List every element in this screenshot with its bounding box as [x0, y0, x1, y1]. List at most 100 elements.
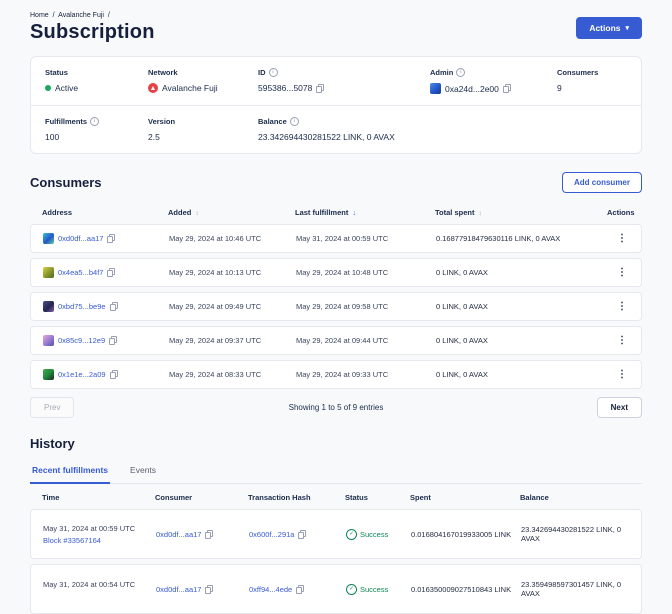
consumer-address-cell: 0xbd75...be9e — [43, 301, 169, 312]
tab-events[interactable]: Events — [130, 465, 157, 475]
copy-icon[interactable] — [316, 83, 325, 93]
admin-value: 0xa24d...2e00 — [430, 83, 557, 94]
total-spent-cell: 0 LINK, 0 AVAX — [436, 268, 488, 277]
row-actions-menu-button[interactable]: ⋮ — [617, 266, 627, 278]
last-fulfillment-cell: May 29, 2024 at 09:58 UTC — [296, 302, 389, 311]
status-field: Status Active — [45, 68, 148, 93]
column-header-last-fulfillment[interactable]: Last fulfillment ↓ — [295, 208, 435, 217]
column-header-consumer: Consumer — [155, 493, 193, 502]
info-icon[interactable]: i — [289, 117, 299, 126]
id-label: ID i — [258, 68, 430, 77]
consumer-address-link[interactable]: 0x1e1e...2a09 — [58, 370, 106, 379]
history-table-header: Time Consumer Transaction Hash Status Sp… — [30, 484, 642, 509]
consumer-address-link[interactable]: 0xd0df...aa17 — [156, 584, 202, 594]
version-label: Version — [148, 117, 176, 126]
copy-icon[interactable] — [502, 84, 511, 93]
admin-field: Admin i 0xa24d...2e00 — [430, 68, 557, 94]
copy-icon[interactable] — [205, 529, 214, 539]
block-number-link[interactable]: Block #33567164 — [43, 535, 101, 545]
pagination: Prev Showing 1 to 5 of 9 entries Next — [30, 397, 642, 418]
overview-row-2: Fulfillments i 100 Version 2.5 Balance i — [45, 117, 627, 142]
network-label: Network — [148, 68, 178, 77]
consumer-address-link[interactable]: 0xd0df...aa17 — [156, 529, 202, 539]
total-spent-cell: 0 LINK, 0 AVAX — [436, 336, 488, 345]
column-header-total-spent[interactable]: Total spent ↕ — [435, 208, 607, 217]
network-field: Network Avalanche Fuji — [148, 68, 258, 93]
total-spent-cell: 0.16877918479630116 LINK, 0 AVAX — [436, 234, 561, 243]
status-active-dot-icon — [45, 85, 51, 91]
info-icon[interactable]: i — [456, 68, 466, 77]
copy-icon[interactable] — [107, 234, 116, 243]
actions-button[interactable]: Actions ▾ — [576, 17, 642, 39]
id-field: ID i 595386...5078 — [258, 68, 430, 93]
row-actions-menu-button[interactable]: ⋮ — [617, 300, 627, 312]
copy-icon[interactable] — [298, 529, 307, 539]
consumer-address-link[interactable]: 0xd0df...aa17 — [58, 234, 104, 243]
row-actions-menu-button[interactable]: ⋮ — [617, 334, 627, 346]
consumers-title: Consumers — [30, 175, 102, 190]
tab-recent-fulfillments[interactable]: Recent fulfillments — [30, 460, 111, 484]
breadcrumb-network-link[interactable]: Avalanche Fuji — [58, 12, 104, 19]
column-header-added[interactable]: Added ↕ — [168, 208, 295, 217]
balance-field: Balance i 23.342694430281522 LINK, 0 AVA… — [258, 117, 627, 142]
fulfillments-field: Fulfillments i 100 — [45, 117, 148, 142]
consumers-table-header: Address Added ↕ Last fulfillment ↓ Total… — [30, 204, 642, 224]
transaction-hash-link[interactable]: 0x600f...291a — [249, 529, 295, 539]
version-value: 2.5 — [148, 132, 258, 142]
table-row: 0xbd75...be9e May 29, 2024 at 09:49 UTC … — [30, 292, 642, 321]
breadcrumb-home-link[interactable]: Home — [30, 12, 49, 19]
prev-page-button[interactable]: Prev — [30, 397, 75, 418]
time-cell: May 31, 2024 at 00:54 UTC — [43, 580, 156, 598]
consumer-avatar — [43, 301, 54, 312]
row-actions-menu-button[interactable]: ⋮ — [617, 368, 627, 380]
sort-icon: ↕ — [195, 211, 199, 217]
balance-text: 23.342694430281522 LINK, 0 AVAX — [258, 132, 395, 142]
consumer-address-cell: 0x4ea5...b4f7 — [43, 267, 169, 278]
id-label-text: ID — [258, 68, 266, 77]
history-title: History — [30, 436, 75, 451]
fulfillments-label: Fulfillments i — [45, 117, 148, 126]
column-header-spent: Spent — [410, 493, 431, 502]
status-value: Active — [45, 83, 148, 93]
consumer-address-link[interactable]: 0xbd75...be9e — [58, 302, 106, 311]
copy-icon[interactable] — [109, 370, 118, 379]
copy-icon[interactable] — [296, 584, 305, 594]
admin-label: Admin i — [430, 68, 557, 77]
next-page-button[interactable]: Next — [596, 397, 642, 418]
consumers-section-head: Consumers Add consumer — [30, 172, 642, 193]
copy-icon[interactable] — [107, 268, 116, 277]
copy-icon[interactable] — [109, 336, 118, 345]
page-header: Home / Avalanche Fuji / Subscription Act… — [30, 12, 642, 44]
consumer-address-link[interactable]: 0x4ea5...b4f7 — [58, 268, 104, 277]
consumer-address-link[interactable]: 0x85c9...12e9 — [58, 336, 106, 345]
network-value: Avalanche Fuji — [148, 83, 258, 93]
consumer-avatar — [43, 335, 54, 346]
added-cell: May 29, 2024 at 09:37 UTC — [169, 336, 262, 345]
table-row: 0x4ea5...b4f7 May 29, 2024 at 10:13 UTC … — [30, 258, 642, 287]
add-consumer-button[interactable]: Add consumer — [561, 172, 642, 193]
column-header-transaction-hash: Transaction Hash — [248, 493, 311, 502]
breadcrumb-separator: / — [52, 12, 55, 19]
status-cell: ✓ Success — [346, 583, 411, 595]
consumers-count-value: 9 — [557, 83, 627, 93]
column-header-balance: Balance — [520, 493, 549, 502]
avalanche-network-icon — [148, 83, 158, 93]
column-header-address: Address — [42, 208, 73, 217]
last-fulfillment-cell: May 29, 2024 at 10:48 UTC — [296, 268, 389, 277]
info-icon[interactable]: i — [90, 117, 100, 126]
fulfillment-time: May 31, 2024 at 00:54 UTC — [43, 580, 136, 589]
subscription-overview-card: Status Active Network Avalanche Fuji ID … — [30, 56, 642, 154]
consumer-address-cell: 0xd0df...aa17 — [43, 233, 169, 244]
consumer-cell: 0xd0df...aa17 — [156, 529, 249, 539]
copy-icon[interactable] — [205, 584, 214, 594]
info-icon[interactable]: i — [268, 68, 278, 77]
row-actions-menu-button[interactable]: ⋮ — [617, 232, 627, 244]
balance-label-text: Balance — [258, 117, 287, 126]
column-header-added-label: Added — [168, 208, 192, 217]
fulfillments-label-text: Fulfillments — [45, 117, 88, 126]
copy-icon[interactable] — [109, 302, 118, 311]
transaction-hash-link[interactable]: 0xff94...4ede — [249, 584, 293, 594]
breadcrumb: Home / Avalanche Fuji / — [30, 12, 155, 19]
table-row: 0x1e1e...2a09 May 29, 2024 at 08:33 UTC … — [30, 360, 642, 389]
total-spent-cell: 0 LINK, 0 AVAX — [436, 302, 488, 311]
